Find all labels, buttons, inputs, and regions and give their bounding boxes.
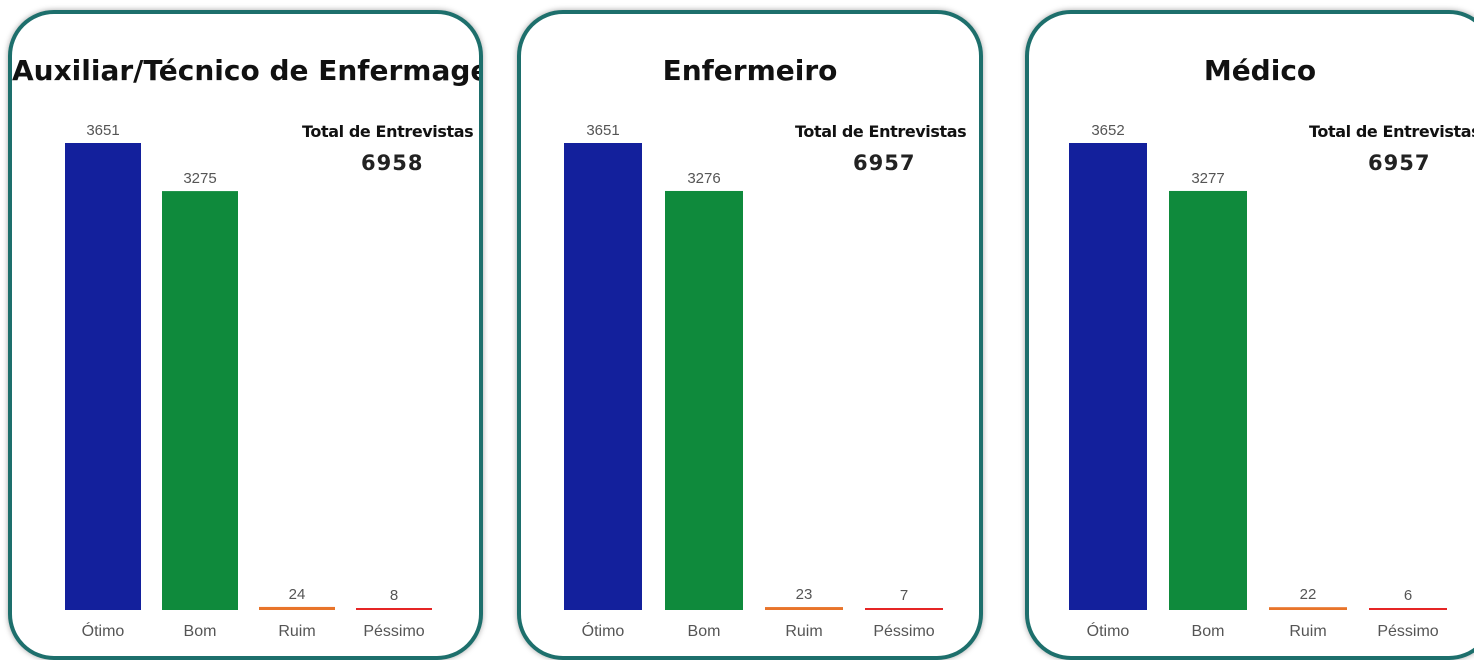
chart-card-enfermeiro: Enfermeiro Total de Entrevistas 6957 365… [517, 10, 983, 660]
chart-title: Auxiliar/Técnico de Enfermagem [12, 54, 483, 87]
data-label-otimo: 3652 [1091, 122, 1124, 139]
chart-card-auxiliar-tecnico: Auxiliar/Técnico de Enfermagem Total de … [8, 10, 483, 660]
category-label-otimo: Ótimo [82, 621, 125, 640]
data-label-pessimo: 7 [900, 587, 908, 604]
category-label-pessimo: Péssimo [363, 623, 424, 640]
bar-otimo [65, 143, 141, 610]
bar-ruim [765, 607, 843, 610]
total-interviews-value: 6957 [853, 151, 916, 175]
total-interviews-label: Total de Entrevistas [795, 122, 967, 141]
category-label-bom: Bom [1192, 623, 1225, 640]
data-label-ruim: 23 [796, 586, 813, 603]
category-label-otimo: Ótimo [582, 621, 625, 640]
bar-otimo [1069, 143, 1147, 610]
bar-ruim [1269, 607, 1347, 610]
category-label-ruim: Ruim [1289, 623, 1326, 640]
total-interviews-label: Total de Entrevistas [302, 122, 474, 141]
bar-bom [1169, 190, 1247, 610]
data-label-pessimo: 6 [1404, 587, 1412, 604]
bar-pessimo [865, 608, 943, 610]
data-label-bom: 3276 [687, 170, 720, 187]
bar-pessimo [1369, 608, 1447, 610]
total-interviews-label: Total de Entrevistas [1309, 122, 1474, 141]
chart-card-medico: Médico Total de Entrevistas 6957 3652 Óti… [1025, 10, 1474, 660]
bar-pessimo [356, 608, 432, 610]
category-label-bom: Bom [184, 623, 217, 640]
category-label-ruim: Ruim [278, 623, 315, 640]
data-label-bom: 3275 [183, 170, 216, 187]
data-label-otimo: 3651 [86, 122, 119, 139]
data-label-otimo: 3651 [586, 122, 619, 139]
bar-chart: 3651 Ótimo 3276 Bom 23 Ruim 7 Péssimo [564, 122, 943, 640]
total-interviews-value: 6958 [361, 151, 424, 175]
bar-bom [665, 190, 743, 610]
total-interviews-value: 6957 [1368, 151, 1431, 175]
chart-title: Médico [1203, 54, 1317, 87]
category-label-otimo: Ótimo [1087, 621, 1130, 640]
category-label-ruim: Ruim [785, 623, 822, 640]
category-label-bom: Bom [688, 623, 721, 640]
bar-chart: 3652 Ótimo 3277 Bom 22 Ruim 6 Péssimo [1069, 122, 1447, 640]
category-label-pessimo: Péssimo [1377, 623, 1438, 640]
data-label-ruim: 22 [1300, 586, 1317, 603]
bar-otimo [564, 143, 642, 610]
category-label-pessimo: Péssimo [873, 623, 934, 640]
bar-chart: 3651 Ótimo 3275 Bom 24 Ruim 8 Péssimo [65, 122, 432, 640]
bar-bom [162, 191, 238, 610]
data-label-bom: 3277 [1191, 170, 1224, 187]
bar-ruim [259, 606, 335, 610]
chart-title: Enfermeiro [662, 54, 838, 87]
data-label-pessimo: 8 [390, 587, 398, 604]
data-label-ruim: 24 [289, 586, 306, 603]
